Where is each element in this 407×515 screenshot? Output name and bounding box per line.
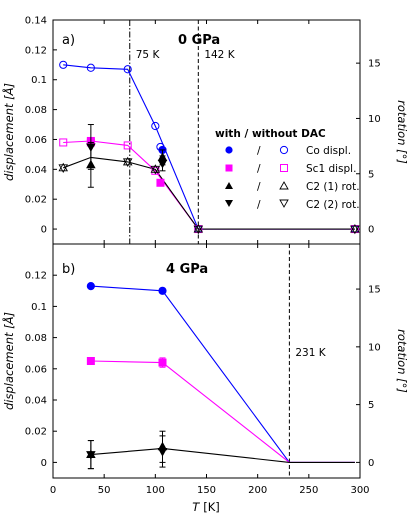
panel-a-y2label: rotation [°]: [395, 100, 407, 164]
panel-b-xtick-label-5: 250: [299, 485, 318, 496]
panel-b-series-line-2: [90, 447, 355, 463]
legend-c2-2-with-marker: [225, 200, 233, 207]
panel-b-ytick-label-3: 0.06: [25, 364, 47, 375]
legend: with / without DAC / Co displ. / Sc1 dis…: [215, 128, 360, 211]
panel-b-ylabel: displacement [Å]: [1, 312, 16, 410]
panel-b-series-3-filled-point-1: [157, 448, 168, 457]
legend-co-with-marker: [225, 146, 233, 154]
panel-b-series-0-filled-point-0: [86, 282, 95, 291]
panel-b-ytick-label-1: 0.02: [25, 427, 47, 438]
legend-title: with / without DAC: [215, 128, 326, 140]
panel-b-annotation-label-0: 231 K: [295, 347, 326, 359]
panel-a-series-0-open-point-3: [151, 121, 160, 131]
legend-sep-c2-1: /: [257, 181, 261, 193]
panel-a-ytick-label-5: 0.1: [31, 75, 47, 86]
panel-a-series-2-open-point-4: [350, 223, 360, 233]
panel-a-series-3-open-point-1: [122, 158, 133, 167]
panel-a-y2tick-label-1: 5: [368, 169, 374, 180]
panel-b-title: 4 GPa: [166, 262, 208, 277]
panel-a-series-3-open-point-3: [193, 225, 204, 235]
panel-b-ytick-label-0: 0: [41, 458, 47, 469]
panel-a-ytick-label-7: 0.14: [25, 16, 47, 27]
panel-a-ytick-label-3: 0.06: [25, 135, 47, 146]
panel-b-xtick-label-0: 0: [50, 485, 56, 496]
panel-a: 0 0.02 0.04 0.06 0.08 0.1 0.12 0.14 0 5 10 15 75 K 14…: [25, 16, 381, 244]
panel-a-ytick-label-6: 0.12: [25, 45, 47, 56]
panel-a-label: a): [62, 33, 75, 48]
panel-b-xtick-label-2: 100: [146, 485, 165, 496]
legend-co-label: Co displ.: [306, 145, 351, 157]
panel-b-y2label: rotation [°]: [395, 329, 407, 393]
panel-a-series-0-open-point-1: [86, 63, 95, 72]
panel-b-ytick-label-4: 0.08: [25, 333, 47, 344]
legend-c2-2-without-marker: [279, 199, 289, 208]
panel-b-y2tick-label-3: 15: [368, 285, 381, 296]
legend-sc-label: Sc1 displ.: [306, 163, 356, 175]
legend-sep-sc: /: [257, 163, 261, 175]
panel-a-ytick-label-0: 0: [41, 225, 47, 236]
panel-a-ytick-label-2: 0.04: [25, 165, 47, 176]
panel-b-series-1-filled-point-1: [158, 358, 167, 367]
panel-a-y2tick-label-0: 0: [368, 225, 374, 236]
panel-a-series-3-open-point-4: [350, 225, 360, 235]
panel-b-y2tick-label-0: 0: [368, 458, 374, 469]
legend-c2-2-label: C2 (2) rot.: [306, 199, 360, 211]
legend-co-without-marker: [279, 145, 289, 155]
panel-a-annotation-label-0: 75 K: [136, 49, 161, 61]
panel-a-series-0-open-point-0: [59, 60, 68, 69]
panel-a-series-2-open-point-1: [122, 156, 133, 166]
panel-b-series-1-filled-point-0: [86, 357, 95, 365]
panel-a-ytick-label-4: 0.08: [25, 105, 47, 116]
panel-a-annotation-label-1: 142 K: [204, 49, 235, 61]
legend-c2-1-without-marker: [279, 181, 289, 190]
legend-c2-1-with-marker: [225, 182, 233, 189]
panel-b-series-0-filled-point-1: [158, 286, 167, 295]
panel-a-ylabel: displacement [Å]: [1, 83, 16, 181]
panel-b-xtick-label-1: 50: [98, 485, 111, 496]
panel-a-series-3-filled-point-1: [157, 159, 168, 169]
panel-b-series-line-0: [90, 285, 355, 463]
legend-c2-1-label: C2 (1) rot.: [306, 181, 360, 193]
panel-b-xtick-label-4: 200: [248, 485, 267, 496]
panel-b-series-3-filled-point-0: [86, 451, 96, 460]
legend-sc-with-marker: [225, 164, 233, 172]
panel-a-series-2-open-point-0: [58, 162, 68, 172]
panel-a-series-2-open-point-2: [150, 164, 161, 173]
panel-a-series-3-open-point-0: [58, 164, 68, 173]
panel-b-ytick-label-2: 0.04: [25, 396, 47, 407]
panel-a-series-1-open-point-2: [123, 141, 132, 150]
panel-a-series-2-open-point-3: [193, 223, 204, 233]
panel-a-series-line-2: [63, 156, 355, 230]
panel-a-series-3-open-point-2: [150, 165, 161, 175]
panel-b-y2tick-label-2: 10: [368, 342, 381, 353]
legend-sc-without-marker: [280, 164, 288, 172]
panel-a-series-3-filled-point-0: [86, 143, 96, 153]
panel-a-series-1-open-point-0: [59, 138, 68, 147]
panel-a-series-1-filled-point-1: [156, 178, 165, 187]
panel-a-y2tick-label-2: 10: [368, 114, 381, 125]
legend-sep-co: /: [257, 145, 261, 157]
panel-b-y2tick-label-1: 5: [368, 400, 374, 411]
panel-a-ytick-label-1: 0.02: [25, 195, 47, 206]
panel-b-xtick-label-3: 150: [197, 485, 216, 496]
panel-b-label: b): [62, 262, 75, 277]
panel-a-title: 0 GPa: [178, 33, 220, 48]
x-axis-label: T [K]: [192, 500, 220, 514]
panel-a-series-0-open-point-2: [123, 65, 132, 74]
panel-b-series-line-1: [90, 360, 355, 463]
panel-b-ytick-label-6: 0.12: [25, 271, 47, 282]
panel-b-ytick-label-5: 0.1: [31, 302, 47, 313]
legend-sep-c2-2: /: [257, 199, 261, 211]
panel-a-y2tick-label-3: 15: [368, 59, 381, 70]
panel-b-xtick-label-6: 300: [350, 485, 369, 496]
